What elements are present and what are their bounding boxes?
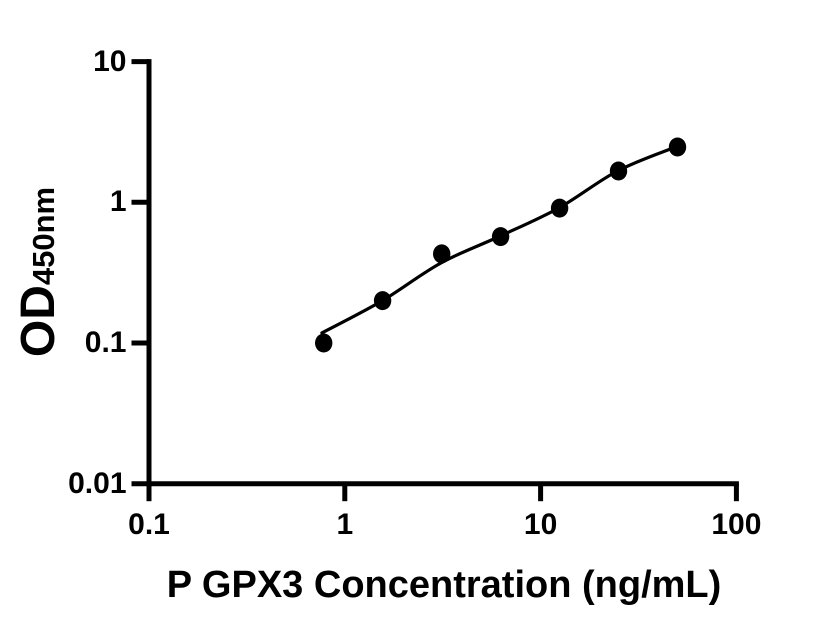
x-tick-label: 0.1 — [128, 508, 170, 542]
data-point-marker — [315, 333, 333, 353]
y-tick-label: 0.1 — [84, 326, 127, 359]
x-tick-label: 10 — [523, 508, 558, 542]
x-tick-label: 100 — [711, 508, 762, 542]
data-point-marker — [491, 227, 510, 247]
data-point-marker — [550, 198, 569, 218]
x-axis-title: P GPX3 Concentration (ng/mL) — [166, 564, 722, 606]
y-tick-label: 10 — [93, 44, 127, 78]
data-point-marker — [609, 161, 628, 181]
y-tick-label: 0.01 — [68, 466, 127, 500]
y-axis-title-subscript: 450nm — [26, 186, 61, 286]
data-point-marker — [668, 137, 687, 157]
y-tick-label: 1 — [109, 185, 127, 219]
x-tick-label: 1 — [336, 508, 354, 542]
y-axis-title: OD 450nm — [11, 152, 71, 392]
y-axis-title-main: OD — [12, 285, 65, 358]
data-point-marker — [373, 291, 392, 311]
data-point-marker — [433, 244, 451, 264]
